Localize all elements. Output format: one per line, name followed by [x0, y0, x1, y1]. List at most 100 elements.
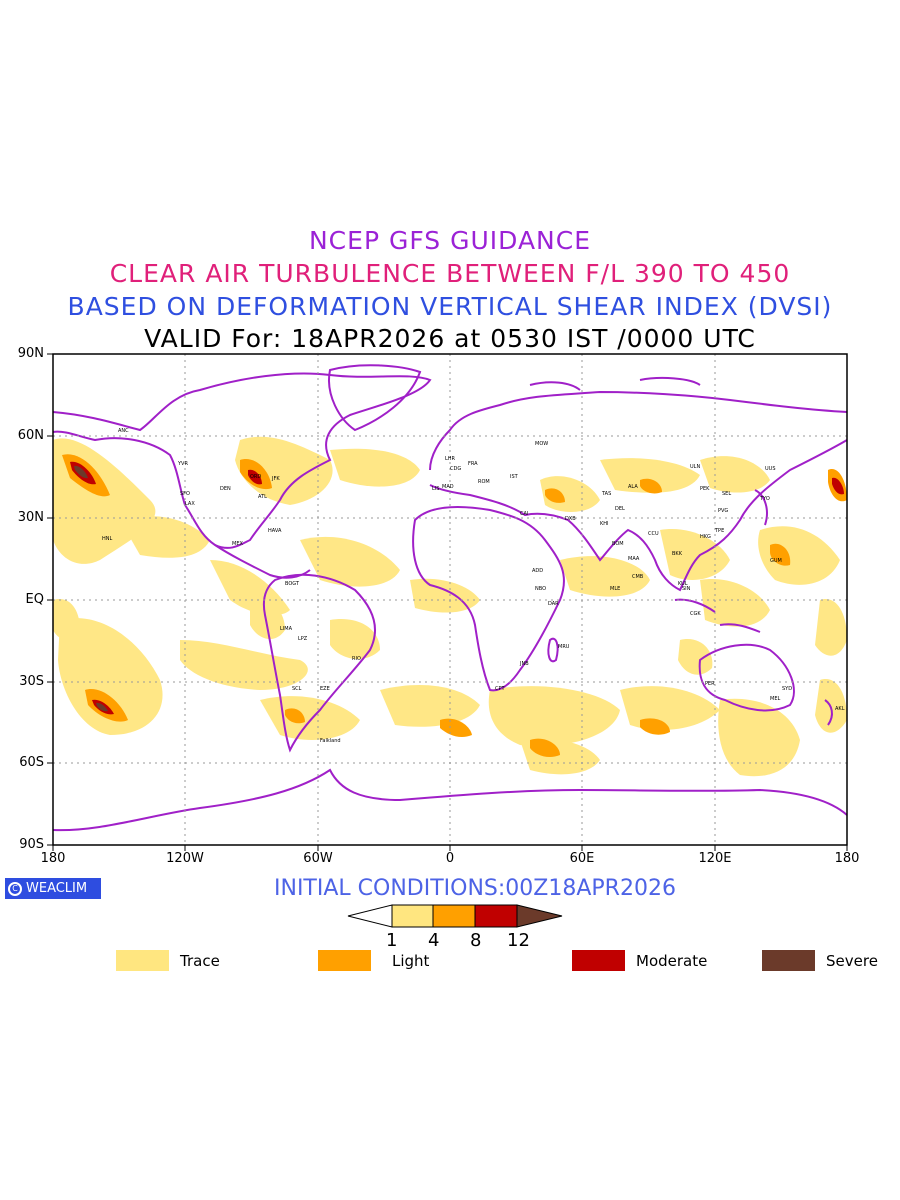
- colorbar-tick-12: 12: [507, 930, 530, 951]
- axis-ticks: [47, 353, 848, 851]
- coastlines: [52, 364, 848, 832]
- station-label: AKL: [835, 706, 845, 712]
- station-label: PER: [705, 681, 715, 687]
- station-label: IST: [510, 474, 519, 480]
- station-label: NBO: [535, 586, 546, 592]
- station-label: TYO: [759, 496, 770, 502]
- station-label: RIO: [352, 656, 361, 662]
- weaclim-logo: C WEACLIM: [5, 878, 101, 899]
- lat-label-90n: 90N: [17, 346, 44, 361]
- station-label: LHR: [445, 456, 456, 462]
- station-label: JNB: [519, 661, 529, 667]
- station-label: LIMA: [280, 626, 293, 632]
- initial-conditions: INITIAL CONDITIONS:00Z18APR2026: [274, 876, 676, 901]
- station-label: PVG: [718, 508, 728, 514]
- colorbar-segment-trace: [391, 904, 434, 928]
- station-label: PEK: [700, 486, 710, 492]
- title-line-2: CLEAR AIR TURBULENCE BETWEEN F/L 390 TO …: [109, 259, 791, 288]
- station-label: HKG: [700, 534, 711, 540]
- station-label: JFK: [271, 476, 280, 482]
- station-label: YVR: [177, 461, 188, 467]
- lon-label-180e: 180: [834, 851, 860, 866]
- station-label: FRA: [468, 461, 478, 467]
- station-label: MOW: [535, 441, 548, 447]
- colorbar-segment-light: [432, 904, 476, 928]
- colorbar: [347, 904, 563, 928]
- lat-label-30s: 30S: [19, 674, 44, 689]
- station-label: ANC: [118, 428, 129, 434]
- colorbar-tick-1: 1: [386, 930, 398, 951]
- station-label: BOM: [612, 541, 624, 547]
- station-label: SFO: [180, 491, 190, 497]
- colorbar-segment-severe: [516, 904, 563, 928]
- legend-swatch-trace: [116, 950, 169, 971]
- title-line-3: BASED ON DEFORMATION VERTICAL SHEAR INDE…: [67, 292, 833, 321]
- station-label: MEL: [770, 696, 780, 702]
- lon-label-60w: 60W: [303, 851, 333, 866]
- station-label: SEL: [722, 491, 731, 497]
- lat-label-60n: 60N: [17, 428, 44, 443]
- gridlines: [53, 354, 847, 845]
- station-label: CGK: [690, 611, 701, 617]
- station-label: TAS: [601, 491, 611, 497]
- lat-label-60s: 60S: [19, 755, 44, 770]
- station-label: LPZ: [298, 636, 308, 642]
- station-label: ADD: [532, 568, 543, 574]
- title-valid-time: VALID For: 18APR2026 at 0530 IST /0000 U…: [144, 324, 756, 353]
- station-label: CDG: [450, 466, 461, 472]
- station-label: CAI: [520, 511, 528, 517]
- station-label: KHI: [600, 521, 609, 527]
- station-label: LAX: [185, 501, 195, 507]
- station-label: MRU: [558, 644, 570, 650]
- legend-swatch-severe: [762, 950, 815, 971]
- station-label: DXB: [565, 516, 576, 522]
- turbulence-map: ANC YVR SFO LAX DEN ORD JFK ATL MEX HAVA BOGT LIMA L…: [47, 353, 848, 851]
- copyright-circle-icon: C: [8, 881, 22, 896]
- station-label: TPE: [714, 528, 724, 534]
- colorbar-tick-8: 8: [470, 930, 482, 951]
- station-label: ATL: [258, 494, 267, 500]
- station-label: MLE: [610, 586, 620, 592]
- lat-label-eq: EQ: [25, 592, 44, 607]
- station-label: GUM: [770, 558, 782, 564]
- station-label: BKK: [672, 551, 683, 557]
- lat-label-90s: 90S: [19, 837, 44, 852]
- station-label: ALA: [628, 484, 638, 490]
- station-label: UUS: [765, 466, 776, 472]
- station-label: BOGT: [285, 581, 300, 587]
- station-label: Falkland: [320, 738, 341, 744]
- station-label: CCU: [648, 531, 659, 537]
- station-label: MEX: [232, 541, 243, 547]
- station-label: LIS: [432, 486, 439, 492]
- legend-label-moderate: Moderate: [636, 952, 708, 970]
- station-label: SYD: [782, 686, 792, 692]
- colorbar-below-arrow: [347, 904, 393, 928]
- station-label: CMB: [632, 574, 644, 580]
- station-label: EZE: [320, 686, 330, 692]
- station-label: MAD: [442, 484, 454, 490]
- station-label: ROM: [478, 479, 490, 485]
- colorbar-tick-4: 4: [428, 930, 440, 951]
- lon-label-180w: 180: [40, 851, 66, 866]
- station-label: ULN: [690, 464, 700, 470]
- station-label: KUL: [678, 581, 688, 587]
- station-label: SCL: [292, 686, 302, 692]
- lon-label-60e: 60E: [569, 851, 595, 866]
- turbulence-field: [53, 436, 847, 777]
- station-label: ORD: [250, 474, 261, 480]
- lat-label-30n: 30N: [17, 510, 44, 525]
- station-label: DAR: [548, 601, 559, 607]
- station-label: MAA: [628, 556, 640, 562]
- logo-text: WEACLIM: [26, 881, 88, 896]
- legend-label-light: Light: [392, 952, 430, 970]
- title-line-1: NCEP GFS GUIDANCE: [308, 226, 591, 255]
- station-label: HAVA: [268, 528, 282, 534]
- lon-label-120e: 120E: [698, 851, 732, 866]
- legend-swatch-moderate: [572, 950, 625, 971]
- lon-label-0: 0: [445, 851, 455, 866]
- legend-label-severe: Severe: [826, 952, 878, 970]
- station-label: DEN: [220, 486, 231, 492]
- legend-label-trace: Trace: [180, 952, 220, 970]
- station-labels: ANC YVR SFO LAX DEN ORD JFK ATL MEX HAVA BOGT LIMA L…: [102, 428, 845, 744]
- station-label: SIN: [682, 586, 691, 592]
